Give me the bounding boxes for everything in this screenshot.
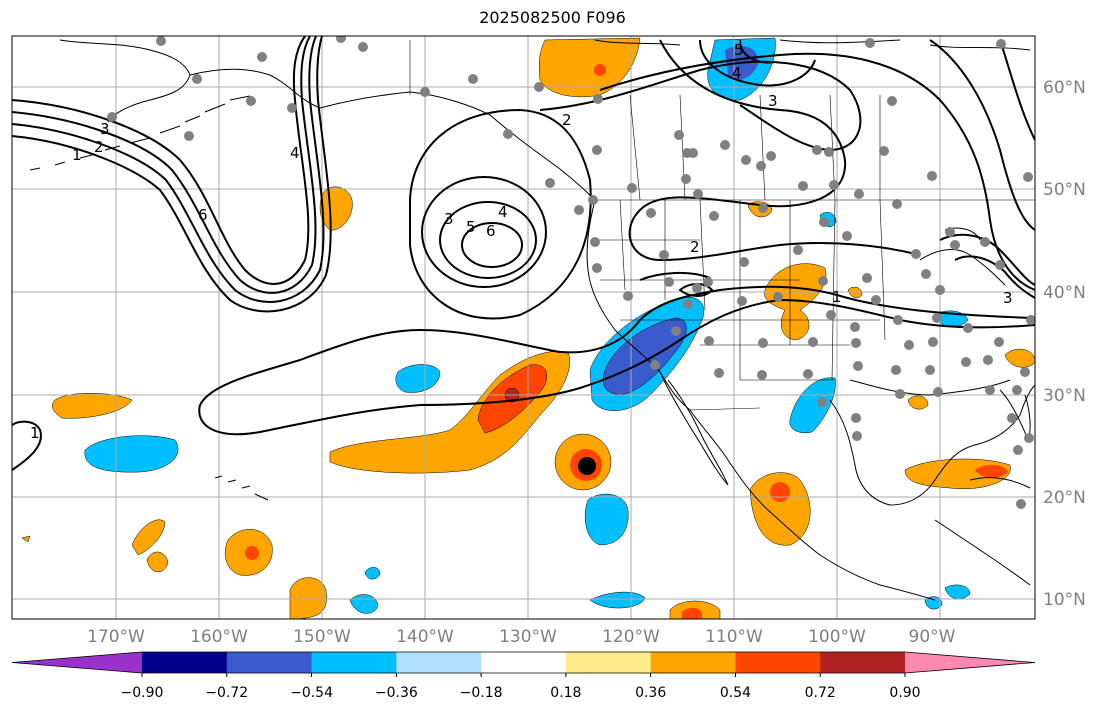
lon-label: 90°W [909, 627, 956, 647]
contour-label: 3 [100, 120, 110, 138]
positive-anomaly-region [749, 472, 811, 546]
lon-label: 140°W [396, 627, 454, 647]
colorbar-label: −0.90 [121, 685, 164, 701]
lon-label: 150°W [293, 627, 351, 647]
colorbar-label: 0.54 [720, 685, 751, 701]
negative-anomaly-region [944, 584, 971, 600]
positive-anomaly-region [1004, 348, 1035, 368]
contour-label: 4 [498, 203, 508, 221]
longitude-labels: 170°W 160°W 150°W 140°W 130°W 120°W 110°… [87, 627, 956, 647]
colorbar-swatch [226, 652, 313, 673]
contour-label: 3 [444, 210, 454, 228]
lat-label: 40°N [1043, 283, 1086, 303]
contour-label: 4 [732, 64, 742, 82]
colorbar-swatch [650, 652, 736, 673]
map-panel [12, 36, 1035, 619]
contour-ring [421, 176, 547, 288]
colorbar-swatch [12, 652, 142, 673]
contour-labels: 1 1 1 2 2 2 3 3 3 3 4 4 4 5 5 6 6 [30, 41, 1013, 442]
lon-label: 100°W [808, 627, 866, 647]
contour-label: 2 [94, 138, 104, 156]
lat-label: 10°N [1043, 590, 1086, 610]
map-border [11, 35, 1036, 620]
lon-label: 110°W [705, 627, 763, 647]
colorbar-swatch [735, 652, 821, 673]
contour-ring [439, 201, 537, 279]
positive-anomaly-region [146, 551, 169, 573]
lat-label: 20°N [1043, 488, 1086, 508]
contour-label: 4 [290, 144, 300, 162]
contour-label: 1 [72, 146, 82, 164]
lon-label: 170°W [87, 627, 145, 647]
colorbar-swatch [905, 652, 1035, 673]
colorbar-swatch [565, 652, 652, 673]
negative-anomaly-region [395, 364, 441, 393]
lat-label: 30°N [1043, 386, 1086, 406]
contour-label: 2 [690, 238, 700, 256]
lon-label: 120°W [602, 627, 660, 647]
storm-center-marker [578, 457, 596, 475]
positive-anomaly-region [538, 37, 641, 98]
lat-label: 60°N [1043, 78, 1086, 98]
contour-label: 3 [1003, 289, 1013, 307]
latitude-labels: 60°N 50°N 40°N 30°N 20°N 10°N [1043, 78, 1086, 610]
positive-anomaly-region [131, 519, 166, 556]
colorbar-label: −0.54 [290, 685, 333, 701]
colorbar-swatch [311, 652, 397, 673]
contour-label: 1 [30, 424, 40, 442]
positive-anomaly-region [764, 263, 827, 341]
colorbar-label: 0.36 [635, 685, 666, 701]
height-contours [12, 36, 1035, 471]
negative-anomaly-region [789, 377, 836, 434]
contour-label: 6 [198, 206, 208, 224]
contour-label: 1 [832, 288, 842, 306]
colorbar-swatch [820, 652, 906, 673]
contour-label: 3 [768, 92, 778, 110]
colorbar [11, 651, 1036, 674]
colorbar-swatch [142, 652, 228, 673]
negative-anomaly-region [364, 567, 381, 580]
graticule [12, 36, 1035, 619]
colorbar-label: −0.36 [375, 685, 418, 701]
colorbar-label: −0.72 [205, 685, 248, 701]
positive-anomaly-region [907, 395, 929, 410]
colorbar-swatch [396, 652, 482, 673]
contour-label: 2 [562, 111, 572, 129]
colorbar-labels: −0.90 −0.72 −0.54 −0.36 −0.18 0.18 0.36 0.54 0.7… [121, 673, 921, 701]
positive-anomaly-region [52, 393, 133, 419]
lon-label: 130°W [499, 627, 557, 647]
positive-anomaly-region [21, 535, 31, 543]
negative-anomaly-region [924, 596, 943, 610]
negative-anomaly-region [84, 435, 179, 473]
contour-label: 6 [486, 222, 496, 240]
contour-label: 5 [734, 41, 744, 59]
colorbar-label: 0.72 [805, 685, 836, 701]
contour-ring [461, 222, 523, 268]
negative-anomaly-region [584, 493, 629, 546]
colorbar-swatch [481, 652, 567, 673]
lat-label: 50°N [1043, 180, 1086, 200]
shaded-anomaly-fields [21, 37, 1035, 619]
contour-label: 5 [466, 218, 476, 236]
political-borders [409, 40, 1035, 411]
colorbar-label: 0.18 [550, 685, 581, 701]
lon-label: 160°W [190, 627, 248, 647]
colorbar-label: 0.90 [889, 685, 920, 701]
colorbar-label: −0.18 [460, 685, 503, 701]
positive-anomaly-region [289, 577, 327, 619]
map-title: 2025082500 F096 [479, 8, 626, 27]
station-dots [107, 36, 1035, 509]
